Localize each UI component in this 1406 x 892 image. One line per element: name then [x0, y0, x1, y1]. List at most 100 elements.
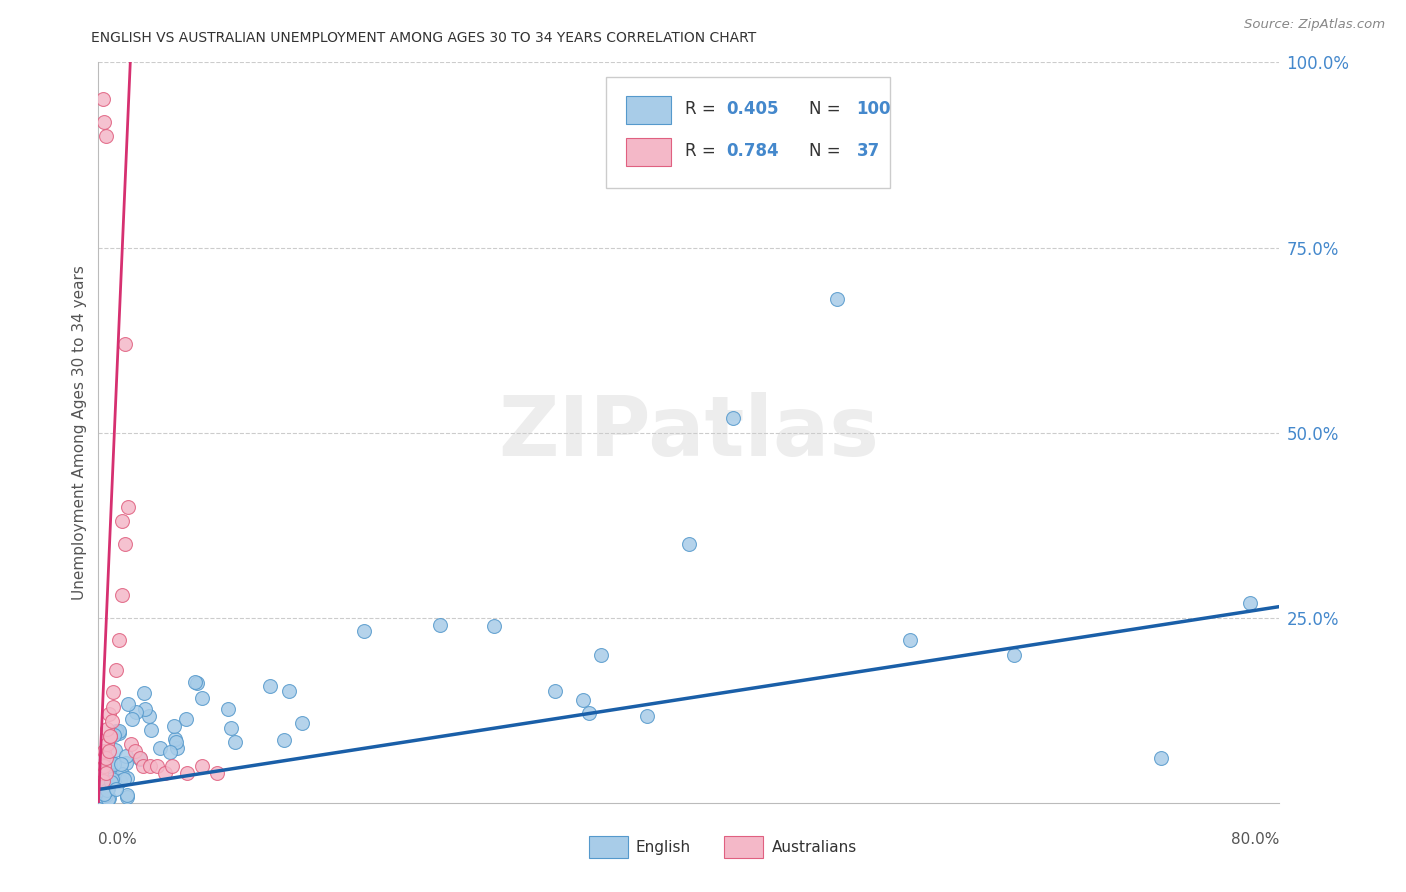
Point	[149, 741, 172, 756]
Point	[111, 766, 134, 780]
Point	[273, 733, 295, 747]
Point	[162, 719, 184, 733]
Point	[91, 770, 114, 784]
Point	[108, 774, 131, 789]
Point	[90, 761, 112, 775]
Point	[94, 771, 117, 785]
Point	[91, 772, 114, 786]
Point	[91, 92, 114, 106]
Point	[108, 726, 131, 740]
Point	[89, 779, 111, 793]
Point	[115, 789, 138, 804]
Point	[186, 676, 208, 690]
Point	[825, 293, 848, 307]
Point	[90, 782, 112, 797]
Point	[132, 758, 155, 772]
Point	[94, 766, 117, 780]
Point	[205, 766, 228, 780]
Point	[91, 751, 114, 765]
Point	[90, 766, 112, 780]
Text: English: English	[636, 839, 690, 855]
Point	[165, 735, 187, 749]
Point	[100, 775, 122, 789]
Point	[110, 756, 132, 771]
Point	[572, 693, 595, 707]
Point	[91, 775, 114, 789]
Point	[98, 759, 121, 773]
Point	[115, 789, 138, 803]
Point	[91, 789, 114, 803]
FancyBboxPatch shape	[606, 78, 890, 188]
Point	[153, 766, 176, 780]
Point	[94, 751, 117, 765]
Point	[104, 723, 127, 738]
Point	[93, 759, 115, 773]
Point	[96, 759, 118, 773]
Point	[1150, 751, 1173, 765]
Text: ENGLISH VS AUSTRALIAN UNEMPLOYMENT AMONG AGES 30 TO 34 YEARS CORRELATION CHART: ENGLISH VS AUSTRALIAN UNEMPLOYMENT AMONG…	[91, 31, 756, 45]
Point	[90, 782, 112, 797]
Point	[184, 675, 207, 690]
Point	[90, 766, 112, 780]
Point	[111, 589, 134, 603]
Point	[115, 756, 138, 770]
Y-axis label: Unemployment Among Ages 30 to 34 years: Unemployment Among Ages 30 to 34 years	[72, 265, 87, 600]
Point	[114, 336, 136, 351]
Point	[115, 749, 138, 764]
Point	[90, 775, 112, 789]
Point	[96, 788, 118, 802]
Point	[124, 744, 146, 758]
Text: ZIPatlas: ZIPatlas	[499, 392, 879, 473]
Point	[104, 742, 127, 756]
Point	[93, 785, 115, 799]
Point	[97, 790, 120, 805]
Point	[93, 758, 115, 772]
Point	[96, 783, 118, 797]
Point	[94, 756, 117, 770]
Point	[117, 771, 139, 785]
Point	[139, 758, 162, 772]
Point	[132, 686, 155, 700]
Point	[219, 721, 242, 735]
Point	[97, 756, 120, 770]
Point	[103, 685, 125, 699]
Text: 100: 100	[856, 100, 891, 118]
Point	[98, 729, 121, 743]
Point	[146, 758, 169, 772]
Point	[191, 758, 214, 772]
Point	[90, 774, 112, 789]
Text: 80.0%: 80.0%	[1232, 832, 1279, 847]
Point	[97, 792, 120, 806]
Text: Australians: Australians	[772, 839, 856, 855]
Point	[94, 759, 117, 773]
Point	[159, 745, 181, 759]
Point	[103, 728, 125, 742]
Point	[97, 781, 120, 796]
Point	[89, 788, 111, 802]
Point	[108, 632, 131, 647]
Point	[112, 772, 135, 786]
Point	[165, 731, 187, 746]
Point	[174, 712, 197, 726]
Point	[103, 757, 125, 772]
Text: 0.405: 0.405	[727, 100, 779, 118]
Point	[91, 754, 114, 768]
Point	[723, 410, 745, 425]
Point	[98, 729, 121, 743]
Point	[482, 619, 505, 633]
Point	[278, 684, 301, 698]
Point	[544, 684, 567, 698]
Text: 37: 37	[856, 143, 880, 161]
FancyBboxPatch shape	[724, 836, 763, 858]
Point	[105, 663, 128, 677]
Point	[138, 709, 160, 723]
Point	[191, 691, 214, 706]
Point	[589, 648, 612, 663]
Point	[93, 744, 115, 758]
Point	[128, 751, 150, 765]
Point	[134, 702, 156, 716]
Text: 0.784: 0.784	[727, 143, 779, 161]
Text: N =: N =	[810, 143, 846, 161]
Point	[93, 114, 115, 128]
Point	[224, 735, 246, 749]
